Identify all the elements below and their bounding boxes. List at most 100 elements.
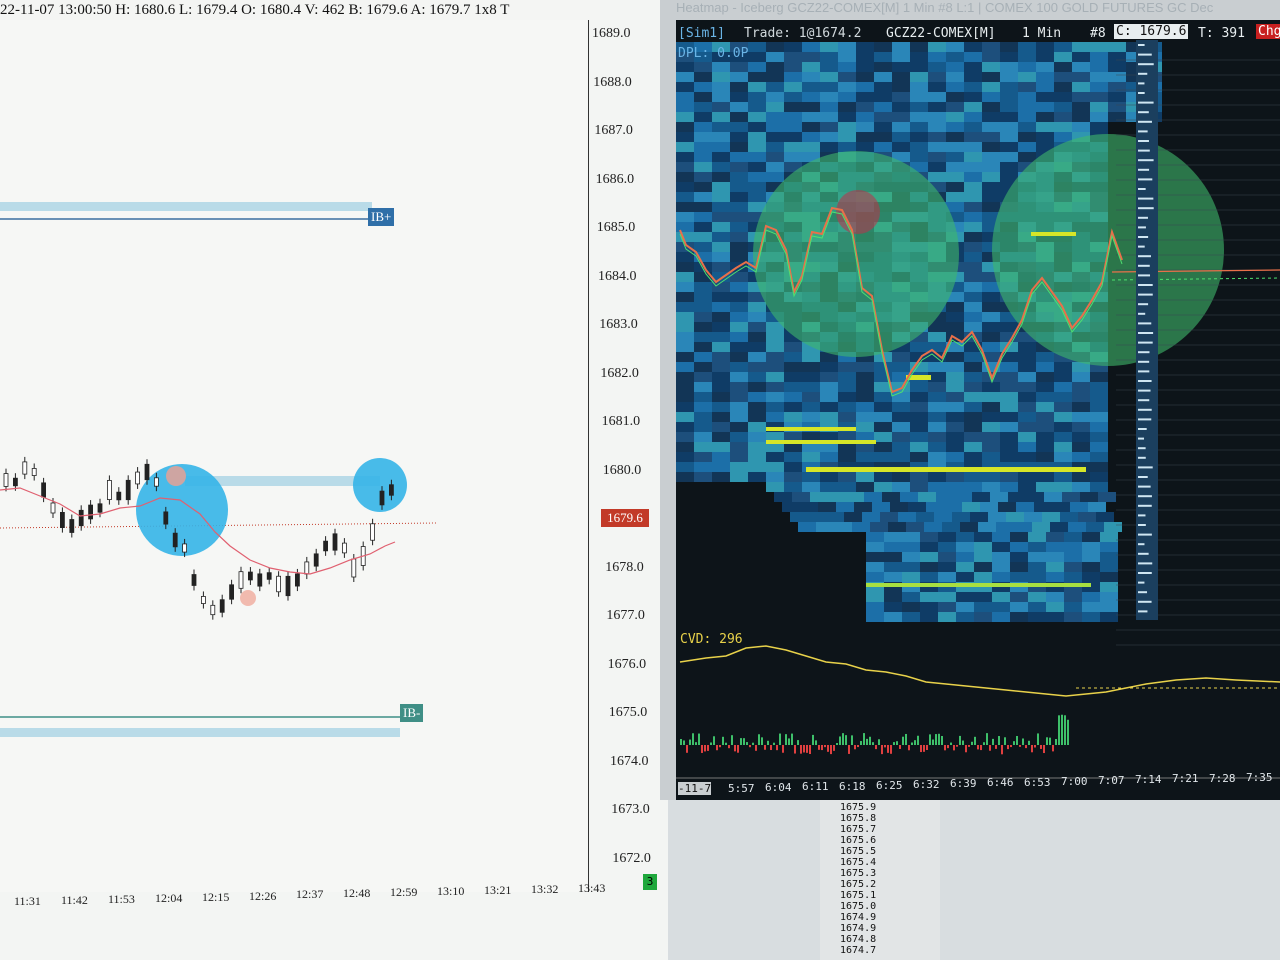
heatmap-cell [784, 332, 802, 342]
heatmap-cell [1010, 562, 1028, 572]
heatmap-cell [694, 92, 712, 102]
heatmap-cell [1018, 422, 1036, 432]
heatmap-cell [910, 442, 928, 452]
price-axis-label: 1684.0 [598, 268, 637, 284]
heatmap-cell [956, 552, 974, 562]
heatmap-cell [1000, 82, 1018, 92]
heatmap-cell [694, 372, 712, 382]
heatmap-cell [766, 432, 784, 442]
ladder-tick [1138, 418, 1152, 421]
heatmap-cell [1054, 442, 1072, 452]
heatmap-cell [676, 462, 694, 472]
heatmap-cell [1010, 602, 1028, 612]
delta-bar [734, 745, 736, 752]
heatmap-cell [938, 562, 956, 572]
delta-bar [1031, 745, 1033, 753]
ladder-tick [1138, 101, 1154, 104]
heatmap-cell [1000, 72, 1018, 82]
delta-bar [833, 745, 835, 751]
heatmap-cell [964, 422, 982, 432]
delta-bar [887, 745, 889, 753]
heatmap-time-label: 6:11 [802, 780, 829, 794]
heatmap-cell [820, 82, 838, 92]
delta-bar [1028, 740, 1030, 745]
heatmap-cell [1018, 472, 1036, 482]
heatmap-cell [892, 392, 910, 402]
heatmap-cell [766, 352, 784, 362]
heatmap-window-title[interactable]: Heatmap - Iceberg GCZ22-COMEX[M] 1 Min #… [676, 0, 1214, 15]
heatmap-cell [988, 512, 1006, 522]
heatmap-cell [1090, 52, 1108, 62]
heatmap-cell [712, 192, 730, 202]
delta-bar [998, 736, 1000, 745]
heatmap-cell [766, 172, 784, 182]
heatmap-cell [1036, 112, 1054, 122]
delta-bar [935, 734, 937, 745]
delta-bar [980, 745, 982, 751]
heatmap-cell [1070, 502, 1088, 512]
heatmap-cell [712, 272, 730, 282]
heatmap-cell [730, 222, 748, 232]
heatmap-cell [730, 212, 748, 222]
heatmap-cell [766, 92, 784, 102]
heatmap-cell [766, 442, 784, 452]
heatmap-cell [1046, 552, 1064, 562]
left-plot-area[interactable] [0, 20, 589, 892]
heatmap-cell [1000, 432, 1018, 442]
heatmap-cell [892, 122, 910, 132]
price-axis-label: 1677.0 [606, 608, 645, 623]
left-chart-svg [0, 202, 437, 737]
heatmap-cell [1028, 612, 1046, 622]
heatmap-cell [676, 112, 694, 122]
heatmap-cell [730, 252, 748, 262]
heatmap-cell [748, 92, 766, 102]
heatmap-cell [1028, 592, 1046, 602]
heatmap-cell [712, 342, 730, 352]
heatmap-cell [730, 342, 748, 352]
heatmap-cell [766, 72, 784, 82]
heatmap-cell [938, 552, 956, 562]
heatmap-cell [856, 482, 874, 492]
heatmap-cell [828, 492, 846, 502]
ladder-tick [1138, 312, 1146, 315]
heatmap-cell [1072, 402, 1090, 412]
candle-body [313, 553, 319, 567]
ladder-tick [1138, 140, 1149, 142]
heatmap-cell [982, 292, 1000, 302]
heatmap-cell [676, 472, 694, 482]
ladder-tick [1138, 428, 1147, 430]
heatmap-time-label: 7:07 [1098, 774, 1125, 787]
heatmap-cell [938, 532, 956, 542]
heatmap-cell [1000, 372, 1018, 382]
heatmap-cell [928, 392, 946, 402]
heatmap-cell [964, 212, 982, 222]
heatmap-cell [992, 602, 1010, 612]
heatmap-cell [856, 62, 874, 72]
heatmap-cell [856, 142, 874, 152]
heatmap-cell [1108, 92, 1126, 102]
heatmap-cell [676, 452, 694, 462]
delta-bar [1010, 745, 1012, 748]
delta-bar [1064, 715, 1066, 745]
price-axis-label: 1672.0 [612, 850, 651, 866]
delta-bar [728, 745, 730, 749]
heatmap-cell [946, 142, 964, 152]
candle-body [200, 596, 206, 604]
delta-bar [1067, 719, 1069, 745]
heatmap-cell [1036, 92, 1054, 102]
heatmap-cell [920, 592, 938, 602]
heatmap-cell [838, 82, 856, 92]
heatmap-cell [766, 462, 784, 472]
heatmap-cell [712, 422, 730, 432]
heatmap-cell [946, 422, 964, 432]
heatmap-cell [694, 232, 712, 242]
heatmap-cell [926, 502, 944, 512]
heatmap-cell [1036, 442, 1054, 452]
delta-bar [863, 733, 865, 745]
heatmap-cell [1060, 512, 1078, 522]
heatmap-cell [1108, 52, 1126, 62]
heatmap-cell [748, 142, 766, 152]
heatmap-cell [982, 52, 1000, 62]
heatmap-cell [712, 242, 730, 252]
candle-body [266, 572, 272, 580]
